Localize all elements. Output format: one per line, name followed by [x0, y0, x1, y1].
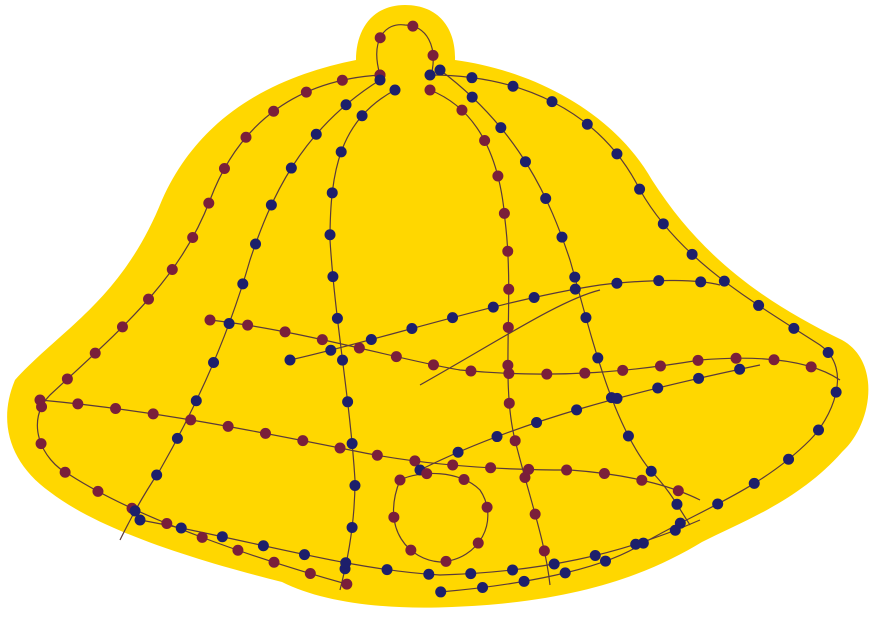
cross-band-right — [289, 279, 721, 361]
inner-left-dots — [324, 84, 401, 596]
clapper-dots — [388, 467, 494, 568]
diagonal-dots — [414, 359, 766, 476]
outer-right-rib — [429, 74, 839, 593]
mid-right-dots — [434, 64, 696, 531]
cross-band-dots — [34, 394, 706, 506]
mid-left-dots — [114, 74, 386, 546]
upper-band-dots — [204, 314, 846, 386]
light-dots — [31, 19, 846, 598]
knob-dots — [371, 19, 439, 86]
inner-right-dots — [424, 84, 556, 591]
lower-band — [139, 519, 701, 576]
outer-left-dots — [31, 69, 386, 591]
bell-silhouette — [7, 5, 869, 608]
